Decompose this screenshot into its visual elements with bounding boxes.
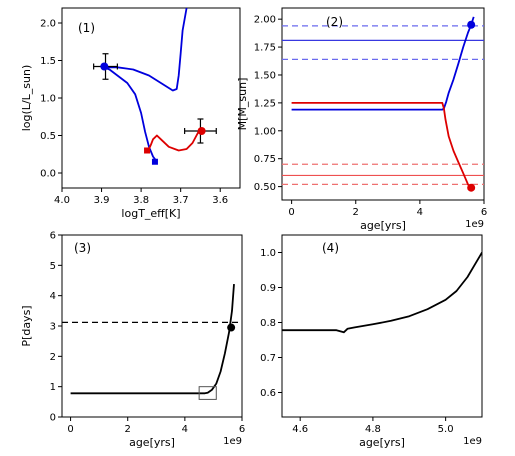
y-tick-label: 1.50: [254, 70, 276, 81]
panel-label: (1): [78, 21, 95, 35]
x-tick-label: 3.9: [94, 195, 110, 206]
x-tick-label: 3.8: [133, 195, 149, 206]
series-line: [291, 102, 472, 190]
x-tick-label: 4: [417, 207, 423, 218]
plot-frame: [281, 7, 485, 201]
y-tick-label: 1.5: [40, 56, 56, 67]
x-offset-label: 1e9: [223, 436, 242, 447]
x-tick-label: 3.6: [212, 195, 228, 206]
plot-area: [282, 16, 484, 190]
y-tick-label: 0.0: [40, 169, 56, 180]
y-tick-label: 0.7: [260, 353, 276, 364]
y-tick-label: 1.00: [254, 126, 276, 137]
panel-1-hr-diagram: 4.0 3.9 3.8 3.7 3.6 0.0 0.5 1.0 1.5 2.0 logT_eff[K…: [20, 7, 241, 220]
plot-frame: [281, 234, 483, 418]
panel-4-period-zoom: 4.6 4.8 5.0 0.6 0.7 0.8 0.9 1.0 age[yrs] 1e9 (4): [260, 234, 483, 449]
plot-frame: [61, 234, 243, 418]
y-axis-label: P[days]: [20, 305, 33, 346]
x-axis-label: logT_eff[K]: [121, 207, 180, 220]
x-offset-label: 1e9: [465, 219, 484, 230]
y-tick-label: 0.8: [260, 318, 276, 329]
y-tick-label: 6: [50, 231, 56, 242]
y-tick-label: 3: [50, 322, 56, 333]
y-tick-label: 5: [50, 261, 56, 272]
x-tick-label: 0: [288, 207, 294, 218]
series-line: [146, 130, 203, 152]
plot-area: [93, 8, 217, 163]
y-tick-label: 1.25: [254, 98, 276, 109]
x-tick-label: 4.6: [292, 424, 308, 435]
y-tick-label: 1: [50, 382, 56, 393]
x-tick-label: 6: [481, 207, 487, 218]
x-axis-label: age[yrs]: [129, 436, 175, 449]
y-tick-label: 2.00: [254, 15, 276, 26]
x-tick-label: 0: [67, 424, 73, 435]
x-offset-label: 1e9: [463, 436, 482, 447]
plot-area: [62, 284, 242, 400]
panel-label: (2): [326, 15, 343, 29]
y-tick-label: 2: [50, 352, 56, 363]
series-line: [282, 252, 482, 334]
x-tick-label: 4.0: [54, 195, 70, 206]
y-tick-label: 0: [50, 413, 56, 424]
data-point: [467, 183, 476, 192]
x-axis-label: age[yrs]: [360, 219, 406, 232]
panel-3-period-vs-age: 0 2 4 6 0 1 2 3 4 5 6 age[yrs] P[days] 1e9 (3): [20, 231, 245, 450]
y-tick-label: 1.75: [254, 43, 276, 54]
data-point: [227, 323, 236, 332]
y-tick-label: 0.6: [260, 388, 276, 399]
y-tick-label: 0.5: [40, 131, 56, 142]
panel-label: (3): [74, 241, 91, 255]
data-point: [197, 127, 206, 135]
y-tick-label: 0.75: [254, 154, 276, 165]
data-point: [151, 158, 158, 165]
y-tick-label: 2.0: [40, 19, 56, 30]
y-tick-label: 1.0: [260, 248, 276, 259]
x-tick-label: 4.8: [365, 424, 381, 435]
series-line: [70, 284, 235, 395]
y-tick-label: 4: [50, 291, 56, 302]
series-line: [102, 8, 188, 163]
data-point: [467, 20, 476, 29]
x-tick-label: 3.7: [173, 195, 189, 206]
panel-label: (4): [322, 241, 339, 255]
zoom-box: [198, 386, 217, 400]
x-tick-label: 5.0: [438, 424, 454, 435]
data-point: [100, 62, 109, 71]
y-tick-label: 0.9: [260, 283, 276, 294]
plot-area: [282, 252, 482, 334]
y-tick-label: 1.0: [40, 94, 56, 105]
data-point: [144, 147, 151, 154]
y-axis-label: log(L/L_sun): [20, 65, 33, 132]
x-tick-label: 4: [182, 424, 188, 435]
panel-2-mass-vs-age: 0 2 4 6 0.50 0.75 1.00 1.25 1.50 1.75 2.00 age[yrs]…: [236, 7, 487, 232]
plot-frame: [61, 7, 241, 189]
x-tick-label: 2: [353, 207, 359, 218]
x-tick-label: 2: [125, 424, 131, 435]
series-line: [291, 16, 475, 111]
x-axis-label: age[yrs]: [359, 436, 405, 449]
x-tick-label: 6: [239, 424, 245, 435]
y-axis-label: M[M_sun]: [236, 78, 249, 131]
y-tick-label: 0.50: [254, 182, 276, 193]
